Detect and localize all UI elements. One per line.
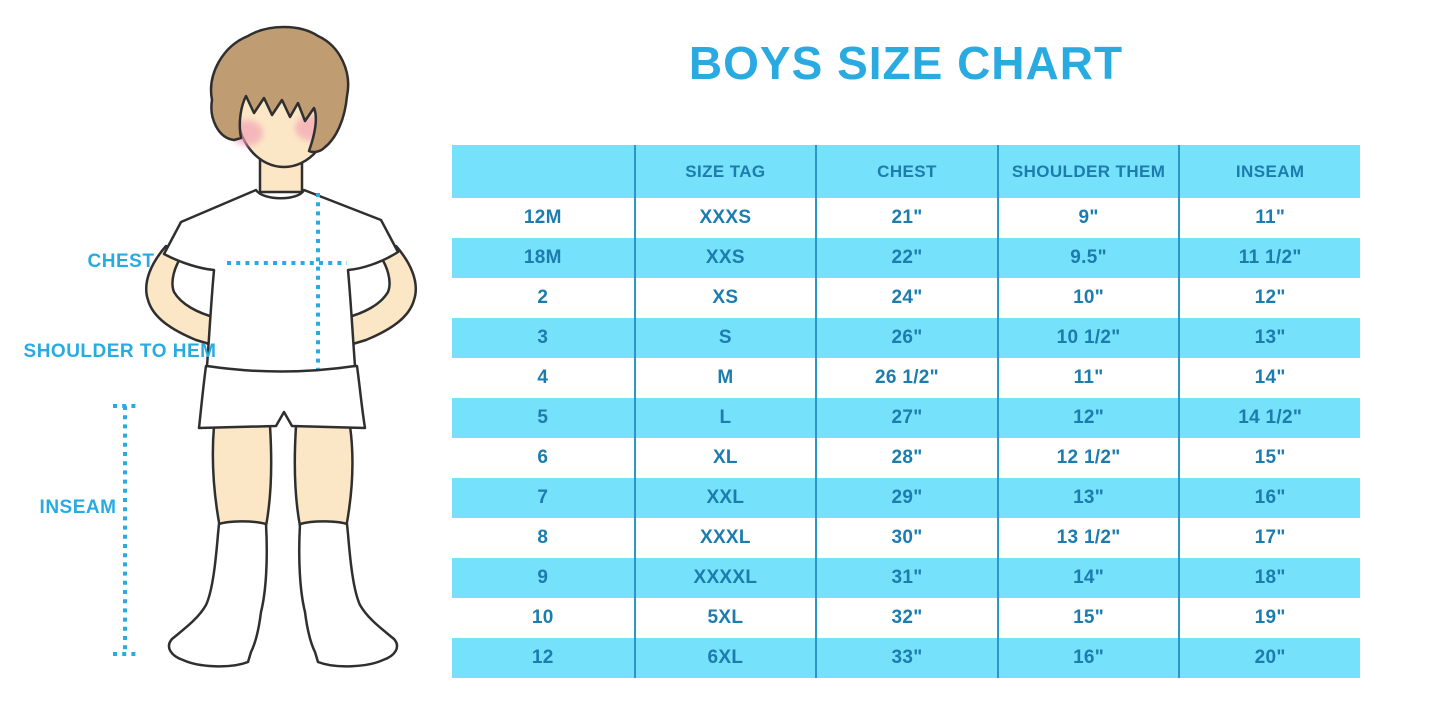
table-cell: 11 1/2": [1178, 238, 1360, 278]
table-cell: XS: [633, 278, 816, 318]
table-cell: 12: [531, 647, 554, 668]
boy-leg-right: [293, 424, 354, 530]
table-cell: 12": [1178, 278, 1360, 318]
table-cell: 9: [537, 567, 549, 588]
table-cell: 6: [537, 447, 549, 468]
table-cell: 3: [537, 327, 549, 348]
table-cell: CHEST: [815, 145, 997, 198]
table-cell: XXXXL: [633, 558, 816, 598]
table-cell: 33": [815, 638, 997, 678]
table-cell: 16": [1178, 478, 1360, 518]
table-cell: XXXS: [633, 198, 816, 238]
table-cell: 13 1/2": [996, 518, 1179, 558]
table-cell: XXS: [633, 238, 816, 278]
table-cell: XXL: [633, 478, 816, 518]
table-cell: 10: [531, 607, 554, 628]
table-cell: 9.5": [996, 238, 1179, 278]
table-cell: 8: [537, 527, 549, 548]
table-cell: 26 1/2": [815, 358, 997, 398]
table-row: 6 XL 28" 12 1/2" 15": [452, 438, 1360, 478]
table-cell: 13": [996, 478, 1179, 518]
table-cell: [452, 145, 634, 198]
table-cell: 21": [815, 198, 997, 238]
table-cell: 11": [996, 358, 1179, 398]
table-row: 12 6XL 33" 16" 20": [452, 638, 1360, 678]
table-cell: 13": [1178, 318, 1360, 358]
table-cell: S: [633, 318, 816, 358]
table-cell: 5: [537, 407, 549, 428]
table-cell: SHOULDER THEM: [996, 145, 1179, 198]
table-row: 2 XS 24" 10" 12": [452, 278, 1360, 318]
table-cell: XL: [633, 438, 816, 478]
table-cell: 4: [537, 367, 549, 388]
table-cell: 10 1/2": [996, 318, 1179, 358]
table-row: 12M XXXS 21" 9" 11": [452, 198, 1360, 238]
table-cell: 27": [815, 398, 997, 438]
table-cell: SIZE TAG: [633, 145, 816, 198]
table-cell: 28": [815, 438, 997, 478]
table-cell: 31": [815, 558, 997, 598]
table-cell: 9": [996, 198, 1179, 238]
table-cell: XXXL: [633, 518, 816, 558]
table-cell: 18": [1178, 558, 1360, 598]
table-cell: 17": [1178, 518, 1360, 558]
table-cell: 24": [815, 278, 997, 318]
table-row: 18M XXS 22" 9.5" 11 1/2": [452, 238, 1360, 278]
boy-shirt: [162, 188, 400, 373]
table-row: 7 XXL 29" 13" 16": [452, 478, 1360, 518]
chest-label: CHEST: [87, 251, 155, 272]
table-cell: 20": [1178, 638, 1360, 678]
table-cell: 7: [537, 487, 549, 508]
table-cell: 19": [1178, 598, 1360, 638]
table-cell: INSEAM: [1178, 145, 1360, 198]
table-cell: 15": [1178, 438, 1360, 478]
table-cell: 6XL: [633, 638, 816, 678]
table-row: 4 M 26 1/2" 11" 14": [452, 358, 1360, 398]
table-cell: 12": [996, 398, 1179, 438]
table-cell: 14 1/2": [1178, 398, 1360, 438]
table-cell: 12M: [523, 207, 562, 228]
table-cell: 32": [815, 598, 997, 638]
table-cell: 30": [815, 518, 997, 558]
size-table: SIZE TAG CHEST SHOULDER THEM INSEAM 12M XXXS 2…: [452, 145, 1360, 678]
table-cell: 12 1/2": [996, 438, 1179, 478]
boy-sock-right: [298, 520, 399, 668]
table-header-row: SIZE TAG CHEST SHOULDER THEM INSEAM: [452, 145, 1360, 198]
table-row: 3 S 26" 10 1/2" 13": [452, 318, 1360, 358]
shoulder-to-hem-label: SHOULDER TO HEM: [23, 341, 217, 362]
table-cell: 16": [996, 638, 1179, 678]
table-cell: 14": [1178, 358, 1360, 398]
table-row: 5 L 27" 12" 14 1/2": [452, 398, 1360, 438]
table-cell: 11": [1178, 198, 1360, 238]
table-cell: 5XL: [633, 598, 816, 638]
table-row: 8 XXXL 30" 13 1/2" 17": [452, 518, 1360, 558]
table-cell: 10": [996, 278, 1179, 318]
boy-figure-illustration: [113, 25, 417, 668]
table-cell: 14": [996, 558, 1179, 598]
table-cell: 22": [815, 238, 997, 278]
table-cell: M: [633, 358, 816, 398]
table-row: 10 5XL 32" 15" 19": [452, 598, 1360, 638]
table-cell: 18M: [523, 247, 562, 268]
table-cell: 29": [815, 478, 997, 518]
page-title: BOYS SIZE CHART: [688, 37, 1124, 89]
table-row: 9 XXXXL 31" 14" 18": [452, 558, 1360, 598]
boy-leg-left: [211, 424, 273, 530]
boy-shorts: [197, 364, 367, 430]
inseam-label: INSEAM: [39, 497, 117, 518]
boy-hair: [209, 25, 350, 154]
table-cell: 2: [537, 287, 549, 308]
table-cell: 26": [815, 318, 997, 358]
table-cell: 15": [996, 598, 1179, 638]
table-cell: L: [633, 398, 816, 438]
boy-sock-left: [167, 520, 268, 668]
